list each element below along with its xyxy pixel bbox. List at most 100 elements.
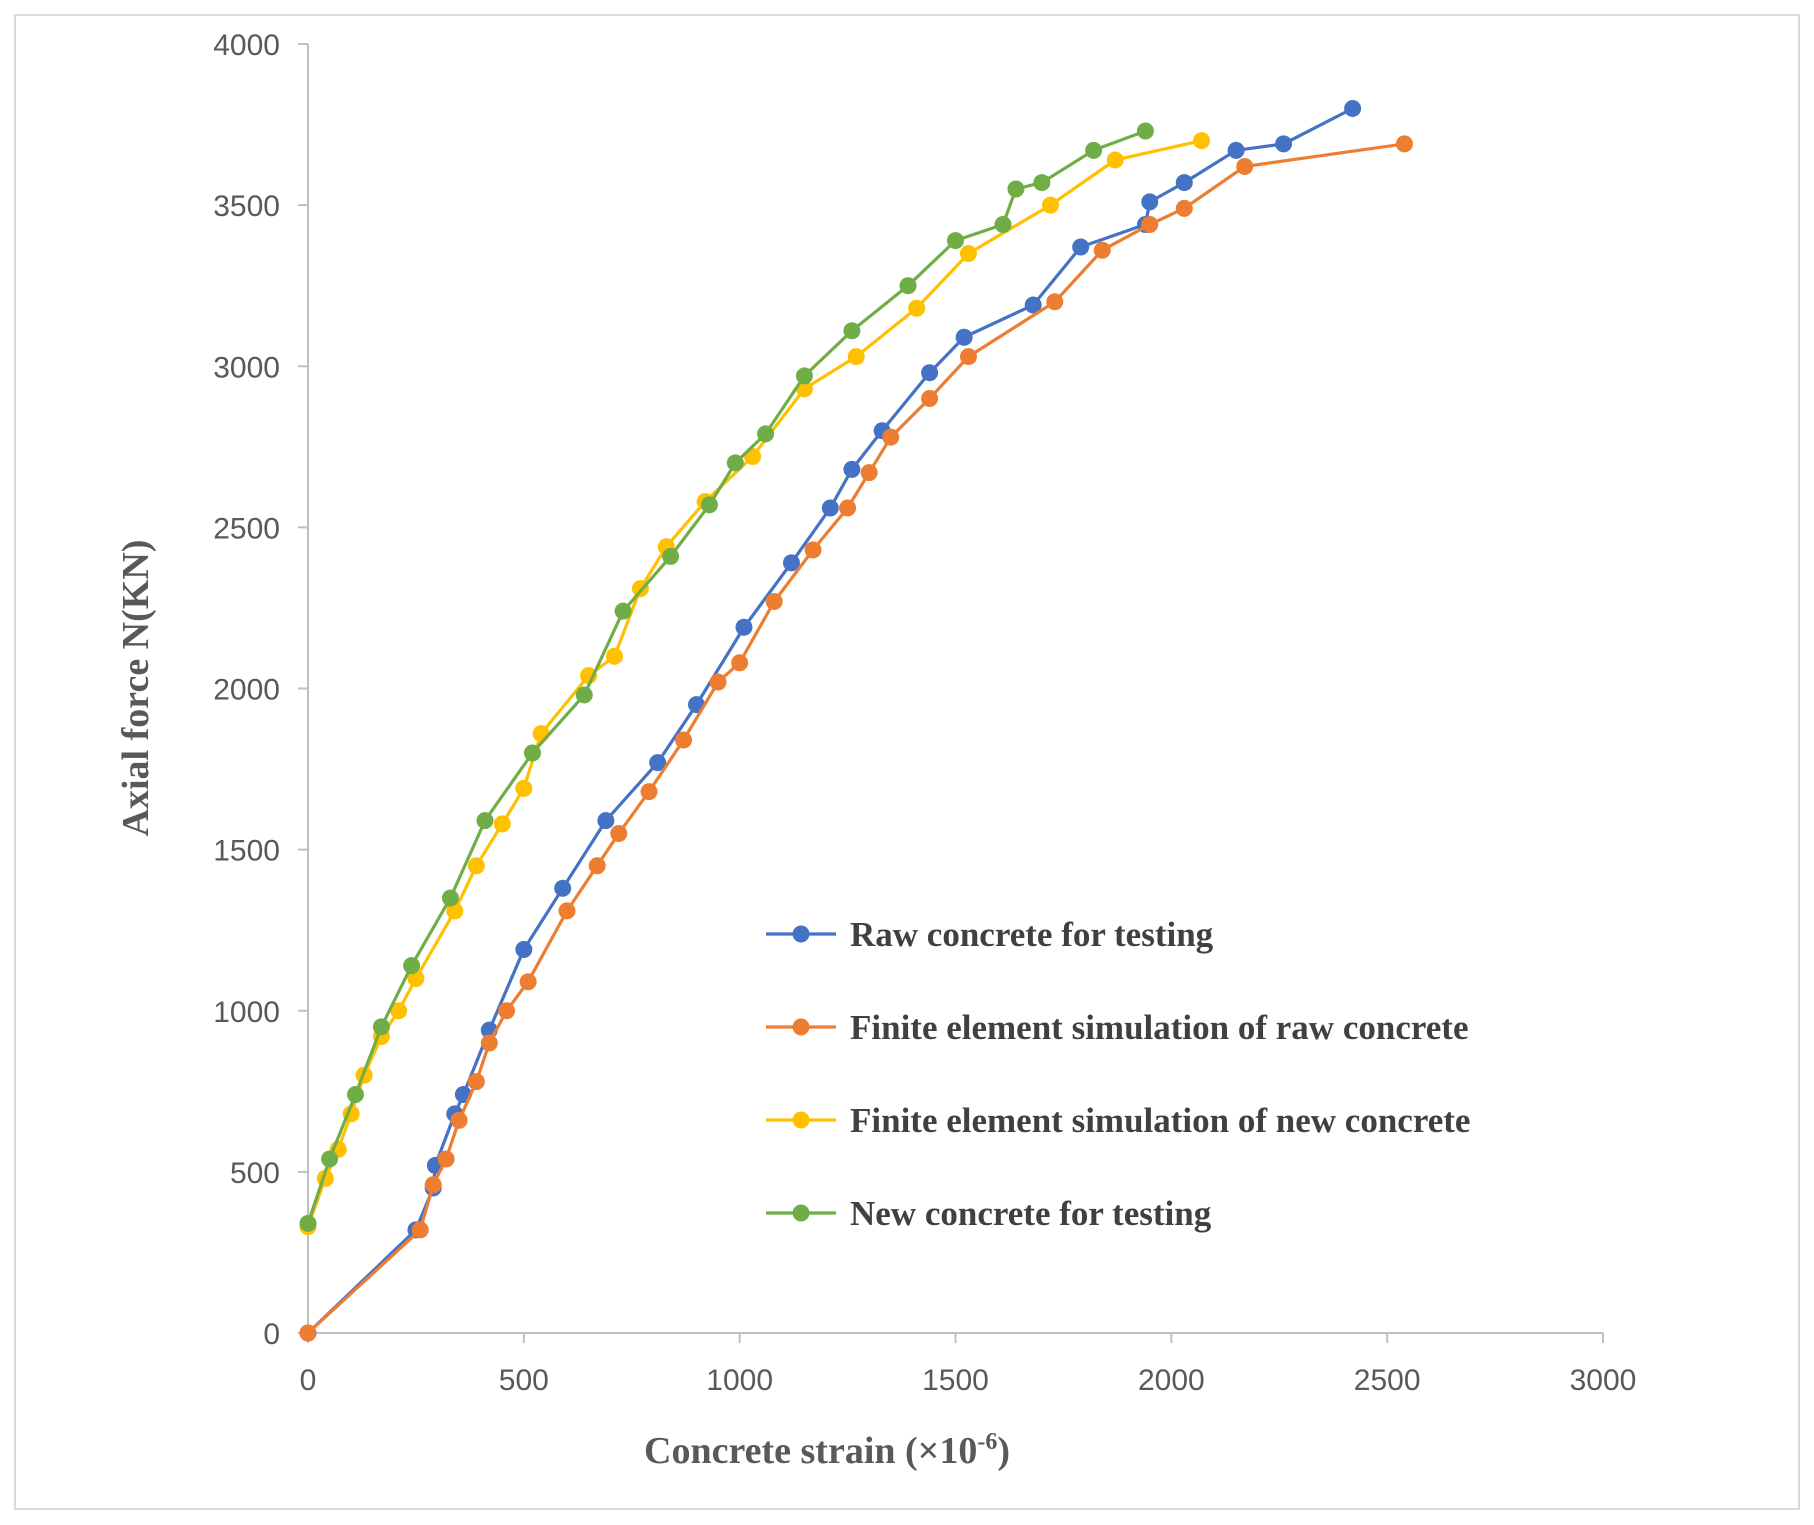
data-point [467, 1073, 485, 1091]
legend-item: Finite element simulation of new concret… [766, 1101, 1470, 1140]
data-point [843, 322, 861, 340]
series-3 [299, 132, 1211, 1236]
x-ticks: 0 500 1000 1500 2000 2500 3000 [300, 1333, 1637, 1397]
data-point [795, 367, 813, 385]
legend-swatch-marker [792, 1111, 810, 1129]
data-point [1072, 238, 1090, 256]
data-point [610, 825, 628, 843]
data-point [735, 618, 753, 636]
series-line [306, 142, 1405, 1335]
data-point [675, 731, 693, 749]
data-point [1193, 132, 1211, 150]
data-point [437, 1150, 455, 1168]
data-point [1395, 135, 1413, 153]
data-point [1141, 193, 1159, 211]
data-point [882, 428, 900, 446]
legend-item: Raw concrete for testing [766, 915, 1214, 954]
data-point [597, 812, 615, 830]
legend-label: Raw concrete for testing [850, 915, 1214, 954]
data-point [1041, 196, 1059, 214]
x-axis-title-exponent: -6 [977, 1429, 997, 1455]
data-point [1106, 151, 1124, 169]
data-point [860, 464, 878, 482]
y-tick-label: 500 [230, 1157, 280, 1190]
series-4 [299, 122, 1154, 1232]
data-point [1046, 293, 1064, 311]
series-line [306, 139, 1202, 1228]
data-point [843, 460, 861, 478]
data-point [403, 957, 421, 975]
series-line [306, 129, 1146, 1224]
data-point [1093, 241, 1111, 259]
data-point [446, 902, 464, 920]
series-2 [299, 135, 1413, 1342]
data-point [1236, 157, 1254, 175]
data-point [1007, 180, 1025, 198]
data-point [321, 1150, 339, 1168]
data-point [1344, 99, 1362, 117]
data-point [1175, 174, 1193, 192]
data-point [588, 857, 606, 875]
data-point [372, 1018, 390, 1036]
data-point [959, 348, 977, 366]
x-tick-label: 2500 [1354, 1364, 1421, 1397]
data-point [1033, 174, 1051, 192]
data-point [614, 602, 632, 620]
y-ticks: 0 500 1000 1500 2000 2500 3000 3500 4000 [213, 29, 308, 1351]
y-tick-label: 0 [263, 1318, 280, 1351]
data-point [605, 647, 623, 665]
legend-item: New concrete for testing [766, 1194, 1212, 1233]
data-point [575, 686, 593, 704]
data-point [411, 1221, 429, 1239]
y-tick-label: 3500 [213, 190, 280, 223]
x-axis-title: Concrete strain (×10-6) [644, 1429, 1010, 1472]
data-point [1275, 135, 1293, 153]
data-point [1175, 199, 1193, 217]
data-point [554, 879, 572, 897]
x-tick-label: 1500 [922, 1364, 989, 1397]
y-axis-title: Axial force N(KN) [115, 540, 157, 837]
data-point [839, 499, 857, 517]
legend-swatch-marker [792, 1018, 810, 1036]
data-point [476, 812, 494, 830]
y-tick-label: 1000 [213, 996, 280, 1029]
y-tick-label: 3000 [213, 351, 280, 384]
data-point [299, 1214, 317, 1232]
data-point [821, 499, 839, 517]
x-tick-label: 3000 [1570, 1364, 1637, 1397]
data-point [346, 1086, 364, 1104]
data-point [955, 328, 973, 346]
data-point [299, 1324, 317, 1342]
legend-swatch-marker [792, 1204, 810, 1222]
data-point [908, 299, 926, 317]
data-point [532, 725, 550, 743]
data-point [515, 941, 533, 959]
data-point [757, 425, 775, 443]
x-tick-label: 500 [499, 1364, 549, 1397]
legend-label: Finite element simulation of raw concret… [850, 1008, 1469, 1047]
data-point [947, 232, 964, 250]
data-point [424, 1176, 442, 1194]
legend-swatch-marker [792, 925, 810, 943]
data-point [709, 673, 727, 691]
x-tick-label: 2000 [1138, 1364, 1205, 1397]
data-point [1141, 215, 1159, 233]
data-point [662, 547, 680, 565]
x-tick-label: 0 [300, 1364, 317, 1397]
series-group [299, 99, 1413, 1342]
data-point [726, 454, 744, 472]
data-point [1024, 296, 1042, 314]
data-point [959, 244, 977, 262]
data-point [493, 815, 511, 833]
data-point [1227, 141, 1245, 159]
legend-label: Finite element simulation of new concret… [850, 1101, 1470, 1140]
series-line [306, 107, 1354, 1335]
y-tick-label: 2000 [213, 674, 280, 707]
data-point [498, 1002, 516, 1020]
data-point [519, 973, 537, 991]
data-point [1085, 141, 1103, 159]
data-point [765, 592, 783, 610]
legend-label: New concrete for testing [850, 1194, 1212, 1233]
chart-frame [14, 14, 1800, 1510]
